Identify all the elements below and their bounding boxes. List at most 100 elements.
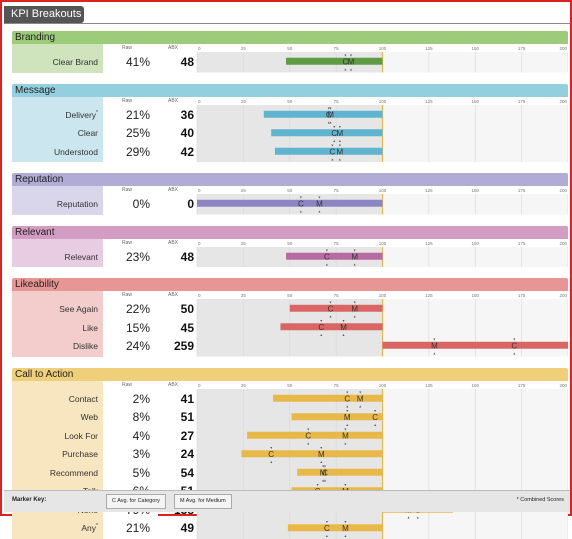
abx-bar <box>291 412 383 420</box>
tick-label: 175 <box>518 293 526 298</box>
abx-value: 40 <box>180 126 194 140</box>
category-avg-marker: ▾C▴ <box>268 444 274 463</box>
raw-value: 24% <box>125 339 150 353</box>
tick-label: 125 <box>425 241 433 246</box>
svg-text:▾: ▾ <box>374 407 376 412</box>
raw-header: Raw <box>122 381 133 388</box>
label-column <box>12 291 103 357</box>
tick-label: 125 <box>425 99 433 104</box>
medium-avg-marker: ▾M▴ <box>351 299 358 318</box>
svg-text:▾: ▾ <box>339 123 341 128</box>
medium-avg-marker: ▾M▴ <box>336 142 343 161</box>
svg-text:▾: ▾ <box>322 463 324 468</box>
raw-value: 23% <box>125 249 150 264</box>
tick-label: 75 <box>334 188 340 193</box>
row-label-text: Recommend <box>49 467 98 478</box>
svg-text:▴: ▴ <box>300 208 302 213</box>
svg-text:C: C <box>330 147 336 156</box>
section-chart: 0 25 50 75 100 125 150 175 200▾C▴▾M▴ <box>196 188 568 215</box>
label-column <box>12 238 103 267</box>
section-title: Relevant <box>12 225 568 239</box>
tick-label: 150 <box>471 99 479 104</box>
tick-label: 100 <box>379 241 387 246</box>
svg-text:▴: ▴ <box>344 532 346 537</box>
row-label-text: Contact <box>68 393 98 404</box>
raw-column <box>103 186 158 215</box>
tick-label: 75 <box>334 46 340 51</box>
abx-bar <box>263 110 383 118</box>
tick-label: 75 <box>334 383 340 388</box>
abx-header: ABX <box>168 292 179 298</box>
svg-text:M: M <box>336 128 343 137</box>
row-label: Purchase <box>12 449 98 459</box>
raw-value: 2% <box>132 391 150 406</box>
svg-text:▾: ▾ <box>359 389 361 394</box>
section-message: Message Raw ABX Delivery* 21% 36 Clear 25% 40 Und… <box>12 83 568 162</box>
raw-value: 0% <box>132 197 150 211</box>
tick-label: 200 <box>559 46 567 51</box>
svg-text:M: M <box>344 412 351 421</box>
row-label-text: See Again <box>59 304 98 314</box>
category-avg-marker: ▾C▴ <box>343 52 349 71</box>
abx-bar <box>280 323 383 331</box>
abx-bar <box>271 128 383 136</box>
medium-avg-key: M Avg. for Medium <box>174 494 232 509</box>
svg-text:▴: ▴ <box>326 532 328 537</box>
svg-text:▴: ▴ <box>513 350 515 355</box>
abx-header: ABX <box>168 97 179 104</box>
section-body: Raw ABX Contact 2% 41 Web 8% 51 Look For 4% 27 Purc… <box>12 380 568 539</box>
svg-text:▴: ▴ <box>344 66 346 71</box>
category-avg-key: C Avg. for Category <box>106 494 166 509</box>
tick-label: 175 <box>518 383 526 388</box>
svg-text:▴: ▴ <box>320 332 322 337</box>
svg-text:▾: ▾ <box>513 336 515 341</box>
section-chart: 0 25 50 75 100 125 150 175 200▾C▴▾M▴▾C▴▾M▴▾C▴▾M▴ <box>196 293 568 357</box>
abx-value: 259 <box>173 339 194 353</box>
section-body: Raw ABX Delivery* 21% 36 Clear 25% 40 Understood… <box>12 96 568 162</box>
abx-header: ABX <box>168 45 179 51</box>
tick-label: 150 <box>471 188 479 193</box>
section-body: Raw ABX Clear Brand 41% 48 0 25 50 75 100 125 150 17… <box>12 44 568 73</box>
svg-text:▴: ▴ <box>326 261 328 266</box>
tick-label: 25 <box>241 293 247 298</box>
tick-label: 200 <box>559 241 567 246</box>
svg-text:M: M <box>351 252 358 261</box>
raw-value: 3% <box>132 447 150 461</box>
tick-label: 175 <box>518 188 526 193</box>
section-body: Raw ABX See Again 22% 50 Like 15% 45 Dislike 24% 2… <box>12 291 568 357</box>
row-label-text: Delivery <box>65 109 97 120</box>
row-label-text: Reputation <box>56 199 98 209</box>
section-chart: 0 25 50 75 100 125 150 175 200▾C▴▾M▴▾C▴▾M▴▾C▴▾M▴… <box>196 383 568 539</box>
svg-text:▴: ▴ <box>354 261 356 266</box>
raw-column <box>103 291 158 357</box>
abx-value: 45 <box>180 320 194 335</box>
svg-text:M: M <box>357 394 364 403</box>
category-avg-marker: ▾C▴ <box>324 247 330 266</box>
row-label: Understood <box>12 147 98 157</box>
abx-bar <box>287 523 383 531</box>
category-avg-marker: ▾C▴ <box>330 142 336 161</box>
svg-text:▴: ▴ <box>344 440 346 445</box>
combined-score-star: * <box>96 109 98 116</box>
svg-text:M: M <box>320 468 327 477</box>
svg-text:▾: ▾ <box>350 52 352 57</box>
svg-text:▾: ▾ <box>320 318 322 323</box>
abx-header: ABX <box>168 187 179 193</box>
row-label: Relevant <box>12 252 98 262</box>
marker-key-footer: Marker Key: C Avg. for Category M Avg. f… <box>4 490 570 512</box>
abx-value: 50 <box>180 302 194 316</box>
svg-text:▾: ▾ <box>433 336 435 341</box>
row-label: Look For <box>12 431 98 441</box>
svg-text:▾: ▾ <box>354 299 356 304</box>
svg-text:▾: ▾ <box>300 194 302 199</box>
medium-avg-marker: ▾M▴ <box>336 123 343 142</box>
category-avg-marker: ▾C▴ <box>331 123 337 142</box>
svg-text:▴: ▴ <box>330 313 332 318</box>
svg-text:▴: ▴ <box>324 477 326 482</box>
raw-value: 29% <box>125 144 150 159</box>
tick-label: 0 <box>198 99 201 104</box>
section-branding: Branding Raw ABX Clear Brand 41% 48 0 25 50 75 100… <box>12 31 568 73</box>
category-avg-marker: ▾C▴ <box>318 318 324 337</box>
raw-value: 5% <box>132 465 150 480</box>
svg-text:▴: ▴ <box>320 458 322 463</box>
